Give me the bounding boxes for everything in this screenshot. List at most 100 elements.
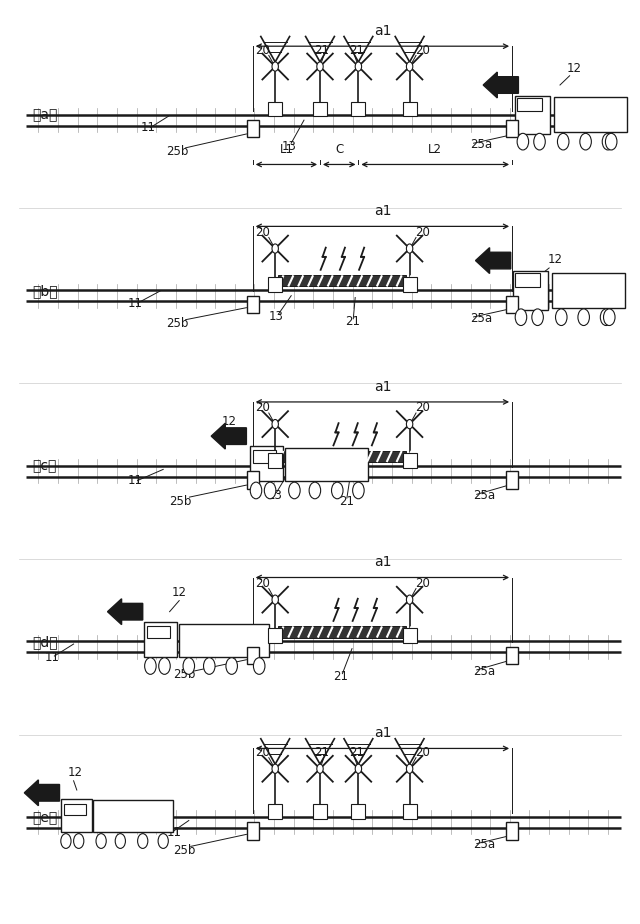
- Text: （c）: （c）: [32, 459, 56, 474]
- Text: 20: 20: [415, 401, 430, 414]
- Bar: [313, 804, 327, 819]
- Circle shape: [406, 595, 413, 604]
- Circle shape: [406, 764, 413, 773]
- Circle shape: [115, 833, 125, 848]
- Circle shape: [605, 133, 617, 150]
- Circle shape: [353, 482, 364, 499]
- Bar: [513, 272, 548, 310]
- Text: 25b: 25b: [170, 494, 192, 507]
- Bar: [515, 96, 550, 134]
- Circle shape: [159, 658, 170, 675]
- Text: 25b: 25b: [166, 145, 189, 158]
- Text: （e）: （e）: [32, 810, 57, 825]
- Circle shape: [406, 244, 413, 253]
- Bar: [403, 277, 417, 292]
- Text: 20: 20: [415, 577, 430, 590]
- Bar: [278, 451, 406, 462]
- Bar: [61, 798, 92, 832]
- Circle shape: [272, 244, 278, 253]
- FancyArrow shape: [211, 423, 246, 449]
- Bar: [250, 446, 283, 481]
- Bar: [247, 471, 259, 489]
- Text: 13: 13: [282, 140, 296, 152]
- Bar: [552, 273, 625, 308]
- Bar: [247, 120, 259, 138]
- Circle shape: [204, 658, 215, 675]
- Text: 13: 13: [269, 310, 284, 322]
- FancyArrow shape: [483, 72, 518, 98]
- Text: （d）: （d）: [32, 635, 58, 650]
- Circle shape: [317, 764, 323, 773]
- Bar: [506, 647, 518, 664]
- Circle shape: [289, 482, 300, 499]
- Text: 12: 12: [67, 766, 82, 779]
- Text: a1: a1: [374, 726, 391, 740]
- FancyArrow shape: [24, 780, 60, 806]
- Circle shape: [517, 133, 529, 150]
- Bar: [313, 102, 327, 116]
- Circle shape: [532, 309, 543, 325]
- Bar: [506, 120, 518, 138]
- Text: 25b: 25b: [166, 317, 189, 330]
- Text: a1: a1: [374, 204, 391, 218]
- Circle shape: [272, 764, 278, 773]
- Circle shape: [355, 764, 362, 773]
- Text: 20: 20: [255, 577, 270, 590]
- FancyArrow shape: [476, 248, 511, 274]
- Text: 12: 12: [172, 586, 187, 599]
- Circle shape: [406, 62, 413, 71]
- Text: 11: 11: [141, 121, 156, 134]
- Text: 25a: 25a: [470, 138, 493, 151]
- Bar: [506, 822, 518, 840]
- Text: 12: 12: [222, 415, 237, 428]
- Bar: [285, 448, 368, 481]
- Text: 21: 21: [346, 315, 360, 328]
- Text: L1: L1: [280, 143, 293, 156]
- Circle shape: [138, 833, 148, 848]
- Circle shape: [272, 62, 278, 71]
- Circle shape: [158, 833, 168, 848]
- Circle shape: [556, 309, 567, 325]
- Bar: [403, 628, 417, 643]
- Bar: [278, 626, 406, 638]
- Bar: [351, 102, 365, 116]
- Text: a1: a1: [374, 24, 391, 38]
- Text: a1: a1: [374, 555, 391, 569]
- Circle shape: [61, 833, 71, 848]
- Circle shape: [578, 309, 589, 325]
- Bar: [268, 102, 282, 116]
- Bar: [351, 804, 365, 819]
- Text: 25a: 25a: [470, 311, 493, 324]
- Bar: [93, 800, 173, 832]
- Bar: [147, 626, 170, 638]
- Bar: [403, 804, 417, 819]
- Text: 20: 20: [255, 401, 270, 414]
- Bar: [268, 453, 282, 468]
- Bar: [179, 624, 269, 657]
- Bar: [554, 97, 627, 132]
- Text: 12: 12: [547, 253, 562, 266]
- Circle shape: [272, 419, 278, 429]
- Circle shape: [604, 309, 615, 325]
- Circle shape: [145, 658, 156, 675]
- Text: 21: 21: [339, 494, 354, 507]
- Bar: [268, 628, 282, 643]
- Text: C: C: [335, 143, 343, 156]
- Text: 11: 11: [166, 826, 181, 839]
- Text: 21: 21: [314, 746, 329, 759]
- Bar: [506, 296, 518, 313]
- Circle shape: [602, 133, 614, 150]
- Circle shape: [534, 133, 545, 150]
- Circle shape: [264, 482, 276, 499]
- Bar: [517, 98, 541, 111]
- Bar: [247, 647, 259, 664]
- FancyArrow shape: [108, 599, 143, 625]
- Text: 21: 21: [349, 43, 365, 56]
- Text: L2: L2: [428, 143, 442, 156]
- Bar: [247, 822, 259, 840]
- Bar: [253, 450, 276, 463]
- Circle shape: [600, 309, 612, 325]
- Text: 21: 21: [333, 670, 348, 683]
- Text: 25a: 25a: [474, 838, 496, 851]
- Bar: [278, 275, 406, 286]
